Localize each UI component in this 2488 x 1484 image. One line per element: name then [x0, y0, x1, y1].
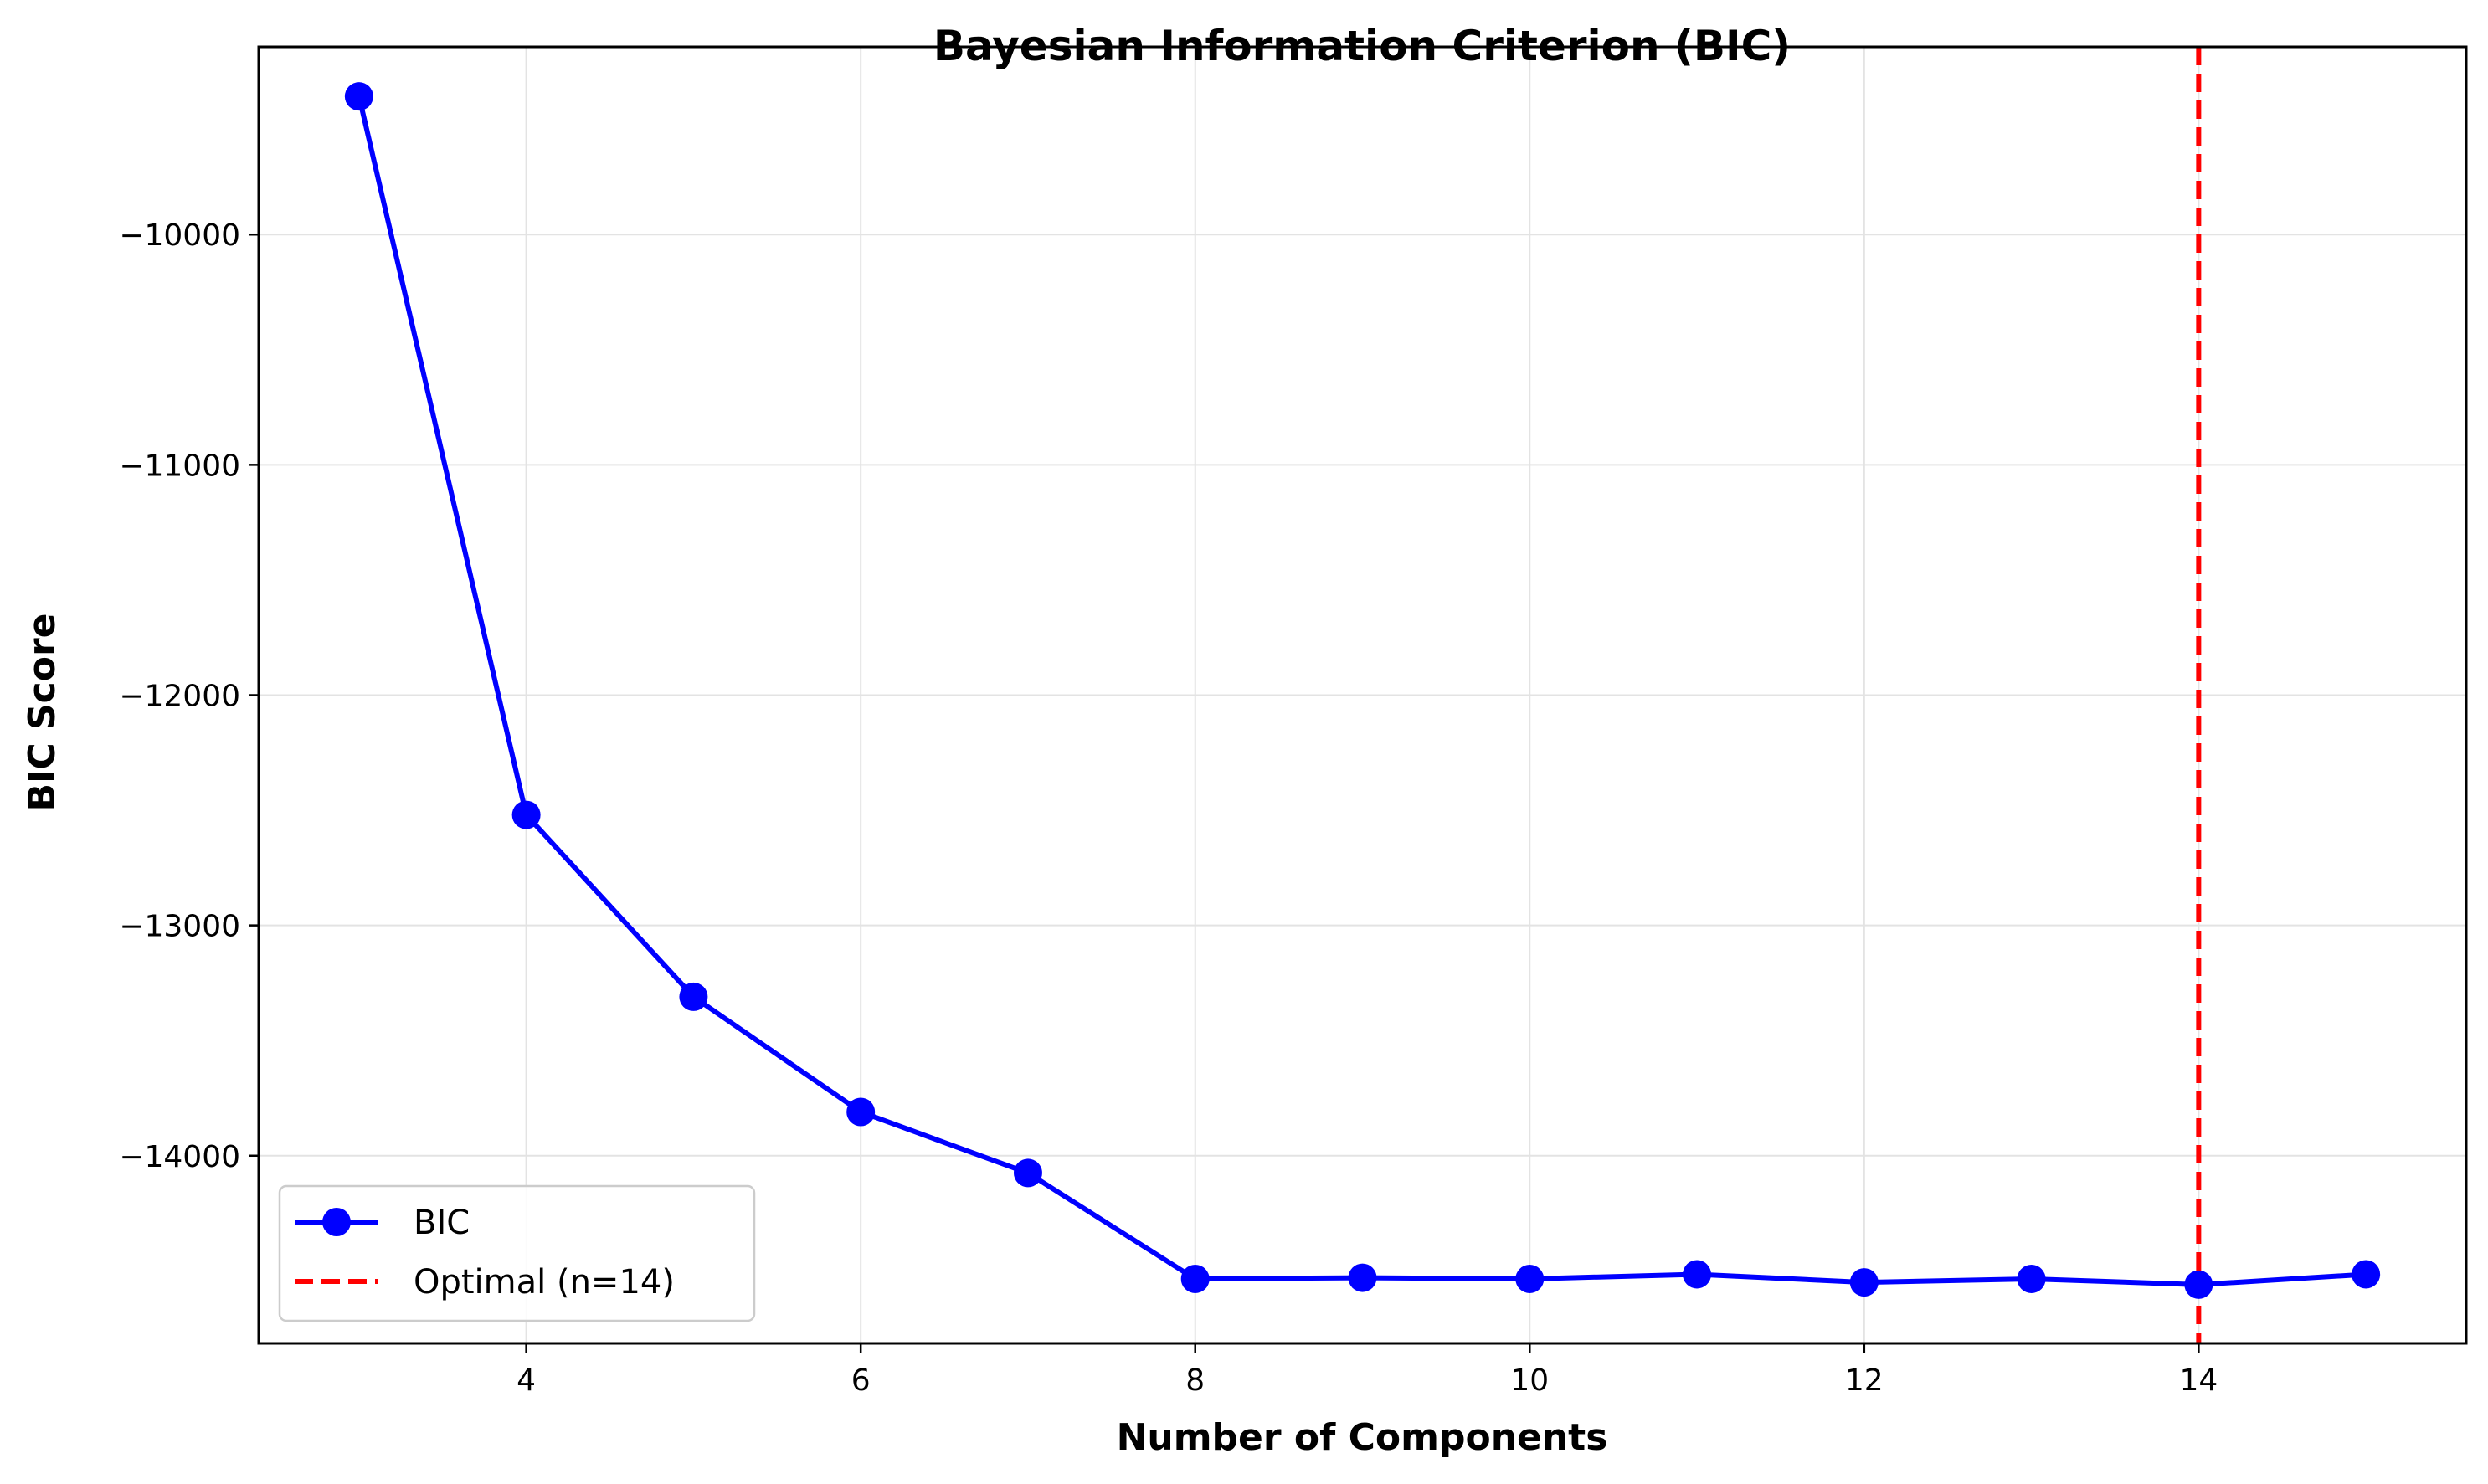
grid-lines [259, 47, 2466, 1343]
chart-title: Bayesian Information Criterion (BIC) [933, 22, 1791, 70]
x-tick-label: 12 [1845, 1363, 1884, 1398]
legend: BIC Optimal (n=14) [278, 1184, 756, 1322]
y-tick-label: −12000 [119, 680, 240, 714]
y-tick-label: −14000 [119, 1140, 240, 1174]
bic-data-point [1348, 1263, 1377, 1292]
axis-ticks: 4 6 8 10 12 14 −10000 −11000 −12000 −13000 −14000 [119, 218, 2218, 1398]
bic-data-point [2017, 1264, 2046, 1293]
bic-data-point [2184, 1270, 2213, 1299]
x-axis-label: Number of Components [1117, 1416, 1608, 1459]
bic-data-point [2352, 1260, 2381, 1289]
bic-data-point [846, 1097, 876, 1127]
bic-data-point [679, 982, 708, 1011]
x-tick-label: 14 [2179, 1363, 2218, 1398]
bic-data-point [1683, 1260, 1712, 1289]
x-tick-label: 4 [517, 1363, 536, 1398]
bic-data-point [1849, 1268, 1879, 1297]
x-tick-label: 6 [851, 1363, 871, 1398]
bic-data-point [1515, 1264, 1545, 1293]
plot-area-frame [257, 45, 2468, 1345]
bic-data-point [344, 82, 373, 111]
legend-bic-marker-swatch [322, 1208, 351, 1236]
legend-label-optimal: Optimal (n=14) [414, 1263, 675, 1302]
y-tick-label: −11000 [119, 449, 240, 483]
bic-data-point [511, 800, 541, 829]
y-axis-label: BIC Score [21, 613, 64, 811]
x-tick-label: 10 [1510, 1363, 1549, 1398]
bic-data-point [1180, 1264, 1210, 1293]
bic-data-point [1013, 1158, 1042, 1188]
series-markers [344, 82, 2381, 1299]
y-tick-label: −13000 [119, 910, 240, 944]
legend-label-bic: BIC [414, 1204, 470, 1242]
legend-frame [278, 1184, 756, 1322]
x-tick-label: 8 [1185, 1363, 1205, 1398]
y-tick-label: −10000 [119, 218, 240, 253]
